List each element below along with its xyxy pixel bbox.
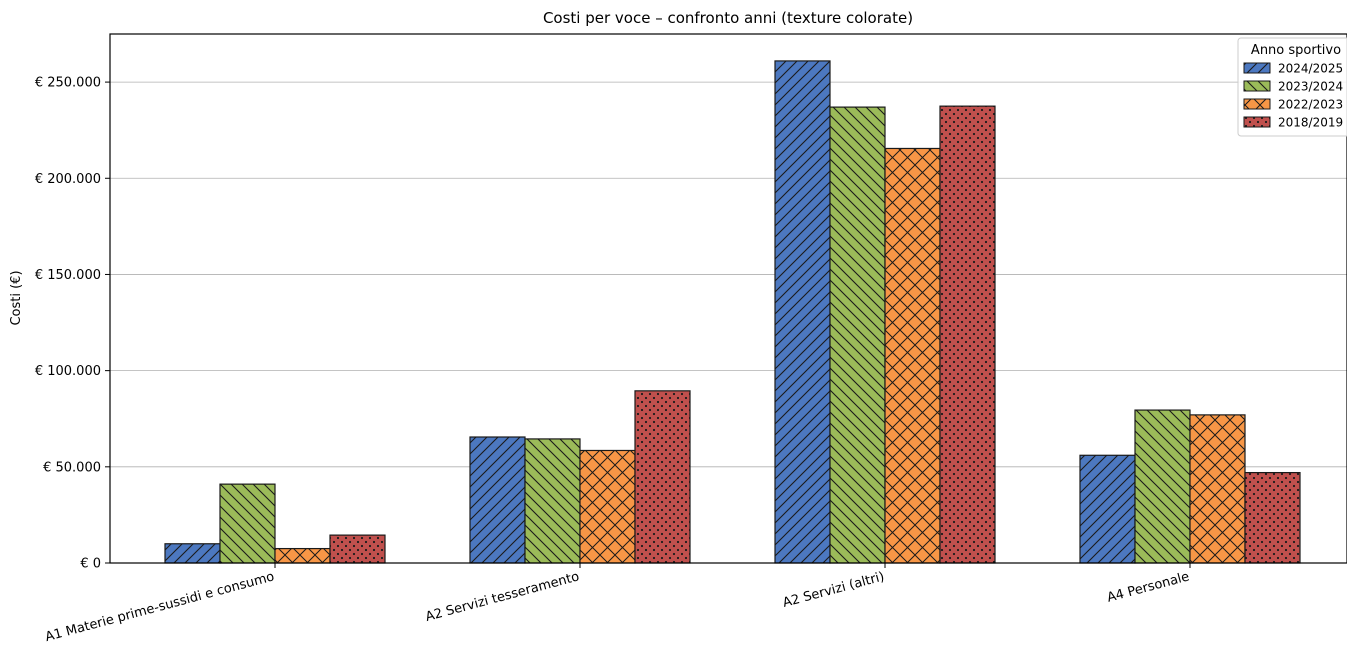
chart-title: Costi per voce – confronto anni (texture… bbox=[543, 9, 913, 27]
bar-2022-2023-3 bbox=[1189, 414, 1246, 564]
x-tick-label: A1 Materie prime-sussidi e consumo bbox=[44, 569, 276, 645]
bar-2018-2019-1 bbox=[634, 390, 691, 564]
bar-2024-2025-1 bbox=[469, 436, 526, 564]
bar-2024-2025-0 bbox=[164, 543, 221, 564]
bar-2022-2023-2 bbox=[884, 147, 941, 564]
bar-2024-2025-2 bbox=[774, 60, 831, 564]
bar-2018-2019-3 bbox=[1244, 471, 1301, 564]
bar-2018-2019-0 bbox=[329, 534, 386, 564]
bars bbox=[164, 60, 1301, 564]
bar-2022-2023-0 bbox=[274, 547, 331, 564]
y-tick-label: € 250.000 bbox=[35, 76, 101, 91]
gridlines bbox=[110, 81, 1347, 468]
y-tick-label: € 150.000 bbox=[35, 268, 101, 283]
bar-2023-2024-2 bbox=[829, 106, 886, 564]
y-axis-label: Costi (€) bbox=[9, 270, 24, 325]
legend-label-2018-2019: 2018/2019 bbox=[1278, 116, 1343, 130]
bar-2024-2025-3 bbox=[1079, 454, 1136, 564]
bar-2022-2023-1 bbox=[579, 449, 636, 564]
bar-2018-2019-2 bbox=[939, 105, 996, 564]
legend-label-2023-2024: 2023/2024 bbox=[1278, 80, 1343, 94]
legend-label-2024-2025: 2024/2025 bbox=[1278, 62, 1343, 76]
x-tick-label: A4 Personale bbox=[1105, 569, 1191, 605]
legend: Anno sportivo 2024/2025 2023/2024 2022/202… bbox=[1237, 37, 1347, 137]
legend-title: Anno sportivo bbox=[1251, 43, 1341, 58]
legend-swatch-2018-2019 bbox=[1243, 116, 1271, 128]
y-tick-label: € 200.000 bbox=[35, 172, 101, 187]
legend-label-2022-2023: 2022/2023 bbox=[1278, 98, 1343, 112]
y-axis: € 0 € 50.000 € 100.000 € 150.000 € 200.000 € … bbox=[35, 76, 110, 572]
x-axis: A1 Materie prime-sussidi e consumo A2 Ser… bbox=[44, 563, 1191, 645]
legend-swatch-2023-2024 bbox=[1243, 80, 1271, 92]
legend-swatch-2024-2025 bbox=[1243, 62, 1271, 74]
y-tick-label: € 100.000 bbox=[35, 364, 101, 379]
x-tick-label: A2 Servizi tesseramento bbox=[424, 569, 581, 625]
bar-2023-2024-1 bbox=[524, 438, 581, 564]
x-tick-label: A2 Servizi (altri) bbox=[781, 569, 886, 611]
y-tick-label: € 0 bbox=[80, 557, 101, 572]
bar-2023-2024-0 bbox=[219, 483, 276, 564]
legend-swatch-2022-2023 bbox=[1243, 98, 1271, 110]
y-tick-label: € 50.000 bbox=[43, 460, 101, 475]
bar-2023-2024-3 bbox=[1134, 409, 1191, 564]
plot-frame bbox=[109, 33, 1347, 564]
